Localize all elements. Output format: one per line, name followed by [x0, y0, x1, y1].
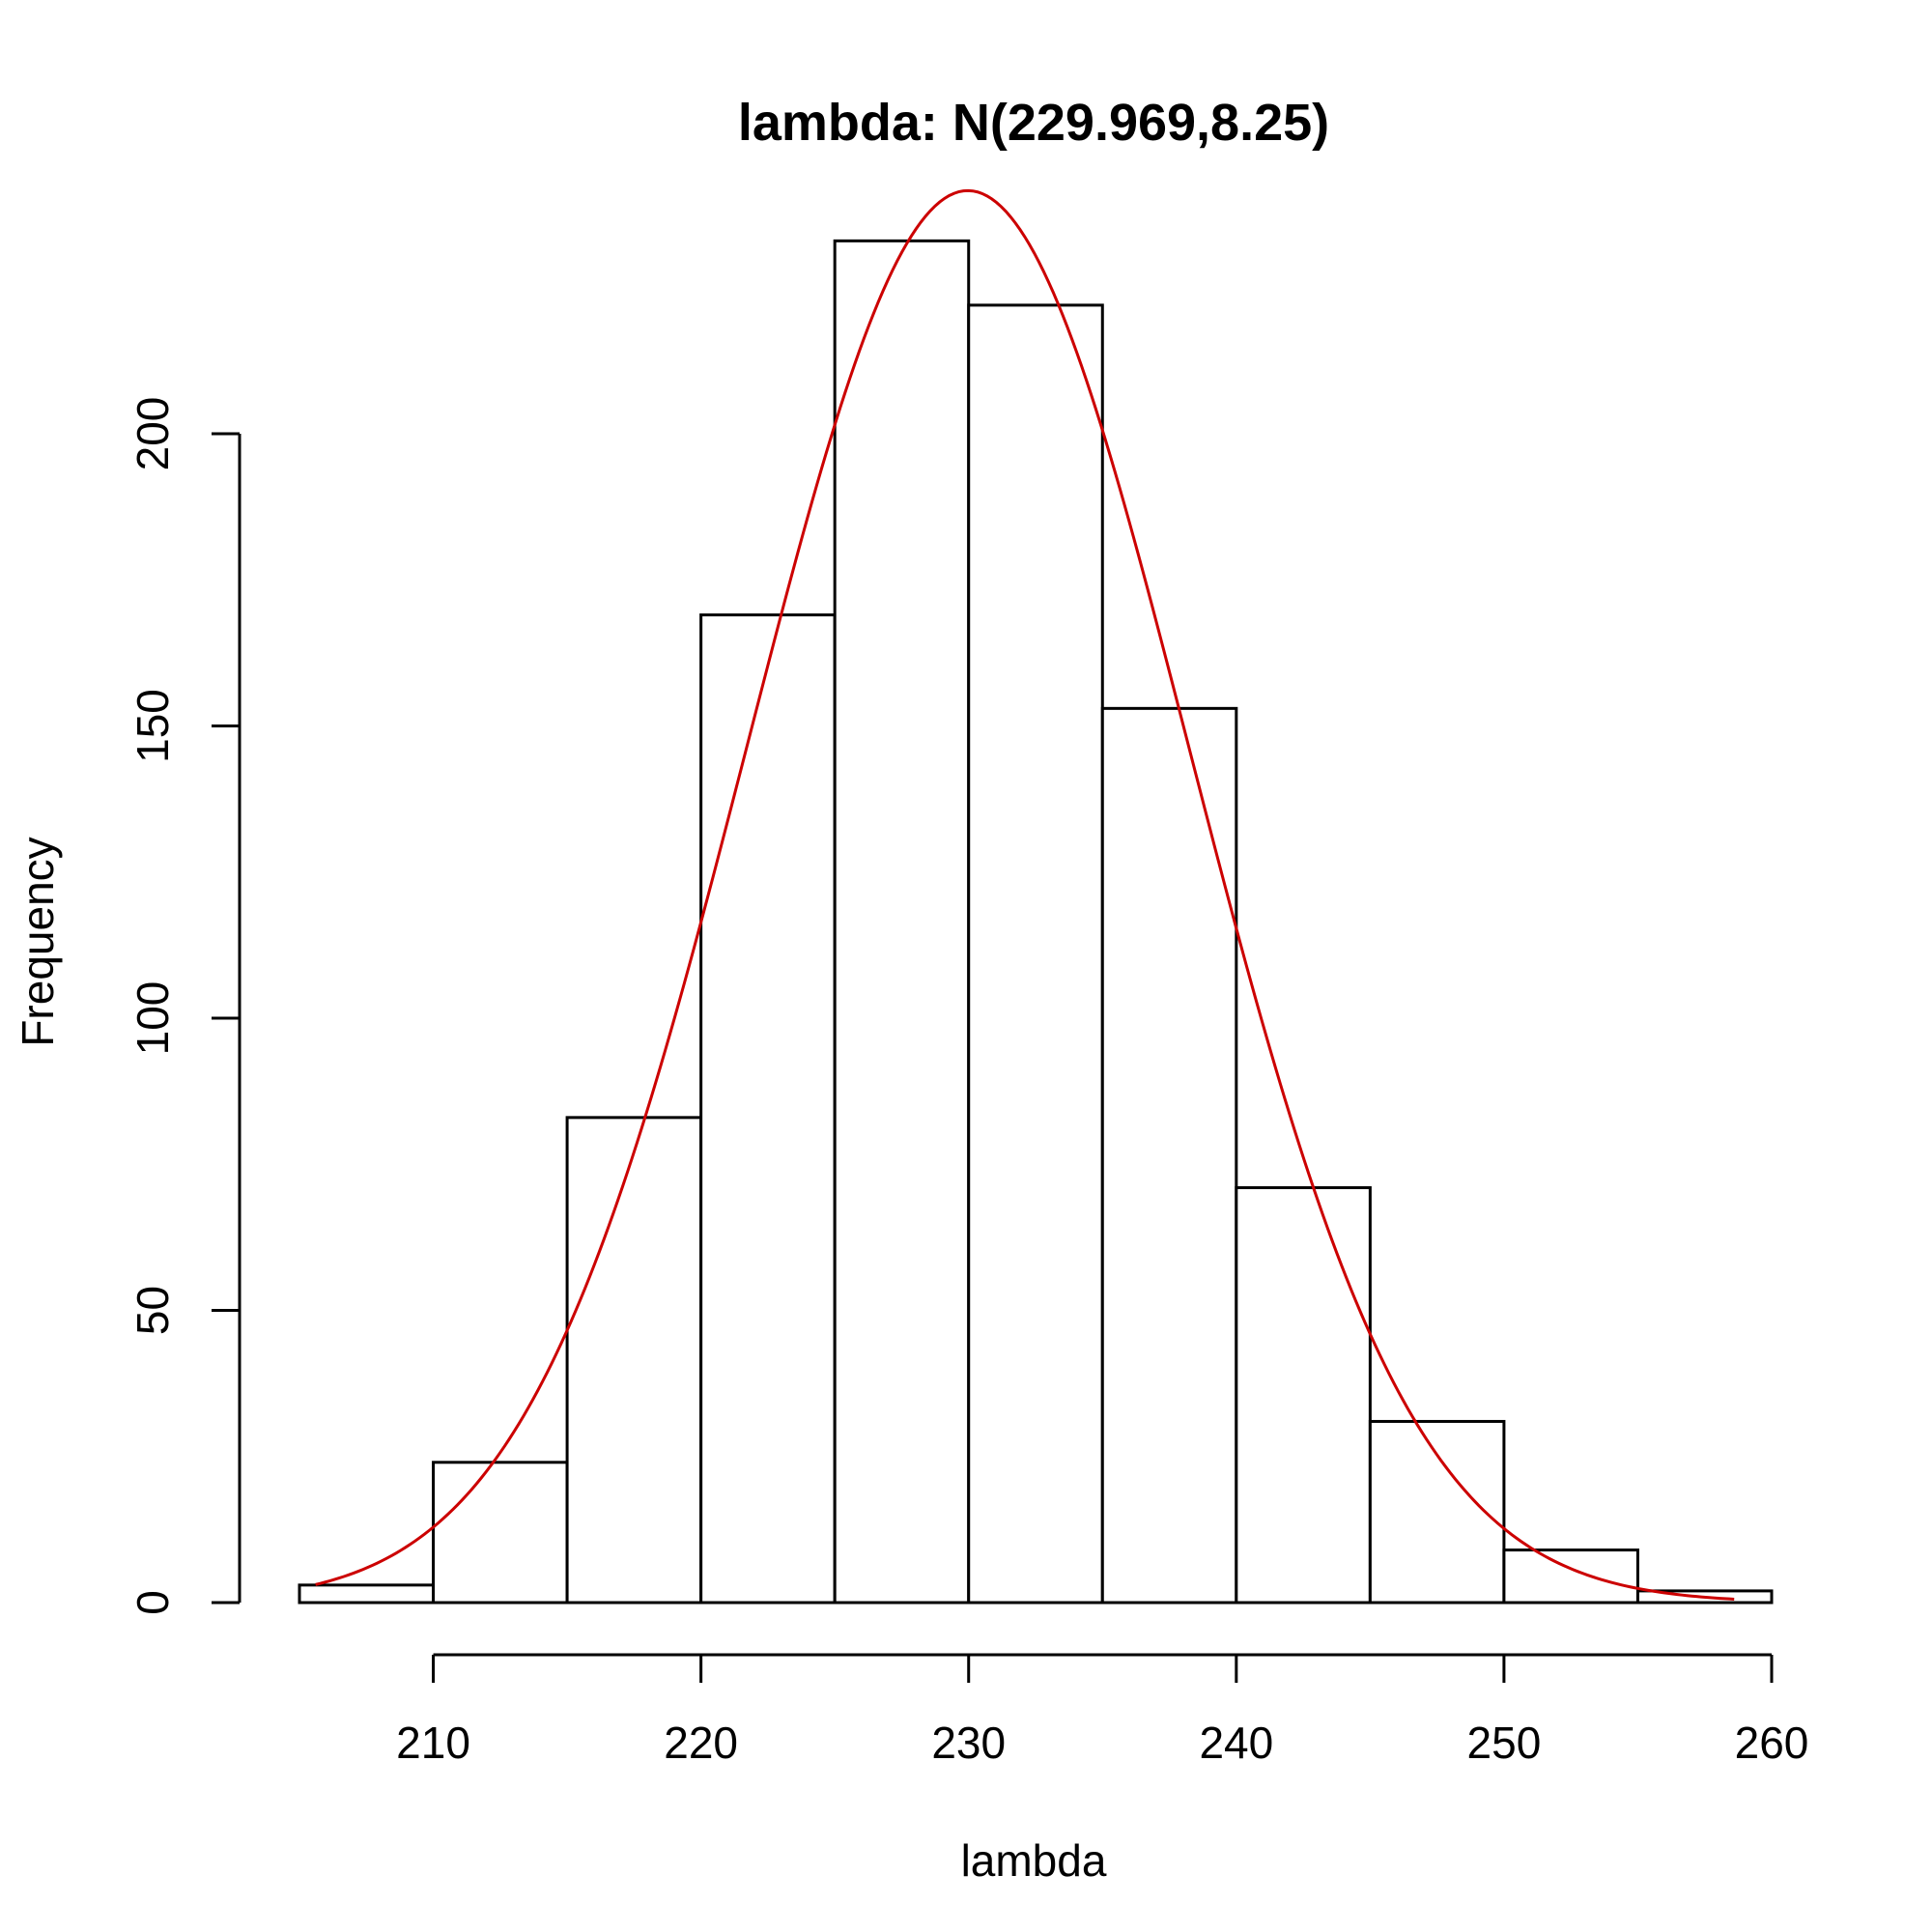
x-axis-label: lambda	[961, 1835, 1107, 1886]
histogram-bar	[1502, 1548, 1639, 1605]
y-axis: 0 50 100 150 200	[128, 397, 242, 1615]
y-tick-label: 200	[128, 397, 178, 471]
histogram-bar	[1235, 1185, 1372, 1605]
histogram-bar	[432, 1461, 569, 1605]
x-tick-label: 240	[1199, 1718, 1273, 1768]
histogram-bar	[833, 239, 971, 1605]
y-tick-label: 150	[128, 689, 178, 763]
histogram-bar	[699, 613, 837, 1605]
x-tick-label: 230	[931, 1718, 1006, 1768]
y-tick-label: 50	[128, 1286, 178, 1335]
y-tick-label: 0	[128, 1590, 178, 1615]
histogram-bar	[298, 1583, 436, 1605]
chart-title: lambda: N(229.969,8.25)	[738, 94, 1329, 152]
y-tick-label: 100	[128, 981, 178, 1056]
histogram-bar	[1100, 706, 1238, 1605]
x-axis: 210 220 230 240 250 260	[396, 1653, 1809, 1768]
x-tick-label: 210	[396, 1718, 470, 1768]
y-axis-label: Frequency	[13, 837, 63, 1046]
x-tick-label: 260	[1735, 1718, 1809, 1768]
histogram-bar	[565, 1116, 703, 1605]
x-tick-label: 250	[1467, 1718, 1542, 1768]
normal-density-curve	[315, 188, 1735, 1601]
histogram-bar	[967, 303, 1104, 1605]
histogram-bars	[298, 239, 1774, 1605]
x-tick-label: 220	[664, 1718, 738, 1768]
histogram-bar	[1368, 1419, 1506, 1605]
